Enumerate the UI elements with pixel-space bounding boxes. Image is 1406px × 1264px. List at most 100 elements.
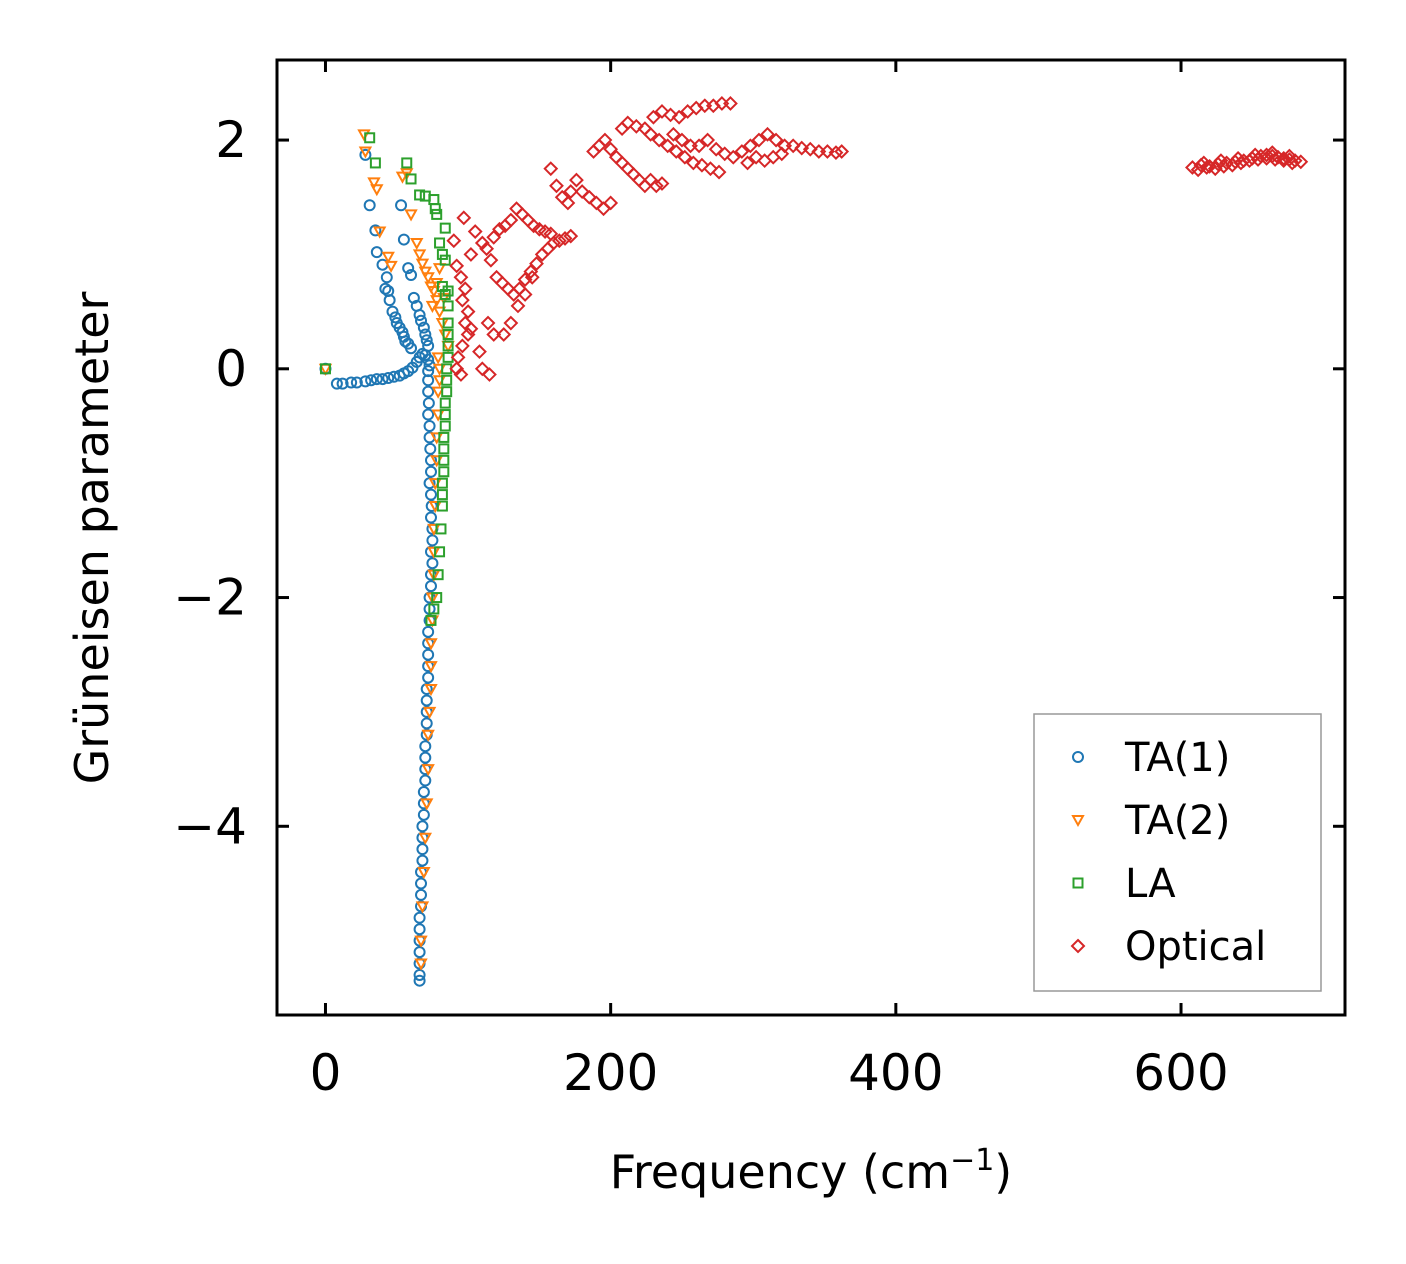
x-tick-label: 0 (310, 1044, 342, 1102)
legend-marker-ta-1 (1072, 751, 1084, 763)
data-point-ta-1 (419, 774, 432, 787)
data-point-optical (785, 138, 801, 154)
data-point-la (441, 386, 453, 398)
data-point-ta-1 (422, 671, 435, 684)
data-point-ta-2 (431, 352, 445, 365)
data-point-ta-1 (422, 408, 435, 421)
data-point-ta-1 (413, 911, 426, 924)
data-point-ta-2 (424, 684, 438, 697)
data-point-ta-1 (424, 580, 437, 593)
data-point-optical (663, 107, 678, 123)
data-point-la (439, 409, 451, 421)
data-point-optical (651, 132, 667, 148)
y-tick-label: 2 (215, 111, 247, 169)
data-point-optical (828, 145, 844, 161)
data-point-ta-2 (381, 251, 395, 264)
data-point-optical (1293, 154, 1309, 170)
data-point-optical (646, 109, 661, 125)
data-point-ta-2 (424, 638, 438, 651)
data-point-ta-1 (417, 808, 430, 821)
data-point-ta-1 (415, 314, 428, 327)
data-point-ta-1 (370, 246, 383, 259)
data-point-la (439, 222, 451, 234)
data-point-ta-2 (414, 935, 428, 948)
data-point-ta-1 (407, 291, 420, 304)
data-point-ta-1 (413, 968, 426, 981)
data-point-ta-2 (358, 146, 373, 159)
data-point-la (441, 374, 453, 386)
data-point-ta-1 (413, 974, 426, 987)
data-point-ta-1 (413, 923, 426, 936)
data-point-ta-1 (380, 271, 393, 284)
data-point-optical (453, 269, 469, 285)
legend-label-la: LA (1125, 861, 1176, 907)
data-point-ta-1 (422, 353, 435, 366)
data-point-optical (523, 264, 539, 280)
data-point-ta-1 (419, 751, 432, 764)
data-point-optical (677, 149, 693, 165)
data-point-ta-2 (415, 258, 430, 271)
data-point-ta-2 (395, 171, 410, 184)
legend-label-ta-1: TA(1) (1124, 735, 1230, 781)
data-point-optical (557, 231, 573, 246)
data-point-optical (480, 315, 496, 331)
data-point-ta-1 (422, 339, 435, 352)
data-point-optical (802, 141, 818, 157)
data-point-optical (454, 292, 470, 308)
y-tick-label: −4 (173, 797, 247, 855)
data-point-optical (460, 327, 476, 342)
series-ta-2 (318, 129, 455, 971)
data-point-optical (454, 338, 470, 354)
data-point-la (442, 285, 454, 297)
data-point-optical (496, 327, 512, 342)
data-point-ta-1 (413, 309, 426, 322)
data-point-la (439, 254, 451, 266)
data-point-ta-1 (363, 199, 376, 212)
data-point-ta-1 (426, 557, 439, 570)
data-point-la (429, 203, 441, 215)
data-point-optical (1281, 148, 1297, 164)
data-point-optical (751, 132, 767, 148)
legend-marker-ta-2 (1071, 815, 1085, 828)
data-point-optical (748, 149, 764, 165)
data-point-optical (603, 195, 619, 211)
data-point-optical (453, 367, 469, 382)
data-point-optical (1196, 155, 1212, 171)
data-point-optical (703, 161, 718, 177)
y-axis-label: Grüneisen parameter (65, 291, 119, 784)
data-point-optical (774, 146, 790, 162)
data-point-ta-1 (424, 465, 437, 478)
data-point-optical (449, 361, 465, 377)
data-point-ta-2 (417, 867, 431, 880)
data-point-ta-1 (382, 371, 395, 384)
data-point-optical (834, 144, 850, 159)
data-point-la (442, 317, 454, 329)
data-point-ta-1 (413, 946, 426, 959)
data-point-ta-1 (336, 377, 349, 390)
data-point-ta-2 (421, 729, 435, 742)
data-point-optical (794, 140, 810, 156)
data-point-optical (620, 115, 636, 131)
data-point-la (438, 466, 450, 478)
data-point-ta-1 (359, 375, 372, 388)
data-point-optical (517, 287, 533, 302)
data-point-ta-1 (405, 342, 418, 355)
data-point-ta-1 (370, 373, 383, 386)
data-markers (318, 96, 1309, 987)
data-point-optical (740, 155, 755, 171)
y-tick-label: 0 (215, 340, 247, 398)
data-point-optical (674, 132, 690, 148)
data-point-ta-1 (376, 373, 389, 386)
data-point-la (442, 328, 454, 340)
data-point-la (442, 300, 454, 312)
data-point-optical (463, 321, 479, 337)
data-point-optical (474, 361, 490, 377)
data-point-ta-2 (427, 286, 441, 299)
data-point-ta-2 (418, 266, 432, 279)
data-point-ta-1 (420, 717, 433, 730)
legend: TA(1) TA(2) LA Optical (1033, 713, 1322, 992)
y-tick-label: −2 (173, 569, 247, 627)
data-point-optical (460, 304, 476, 320)
x-axis: 0 200 400 600 (310, 60, 1229, 1102)
data-point-ta-1 (426, 534, 439, 547)
